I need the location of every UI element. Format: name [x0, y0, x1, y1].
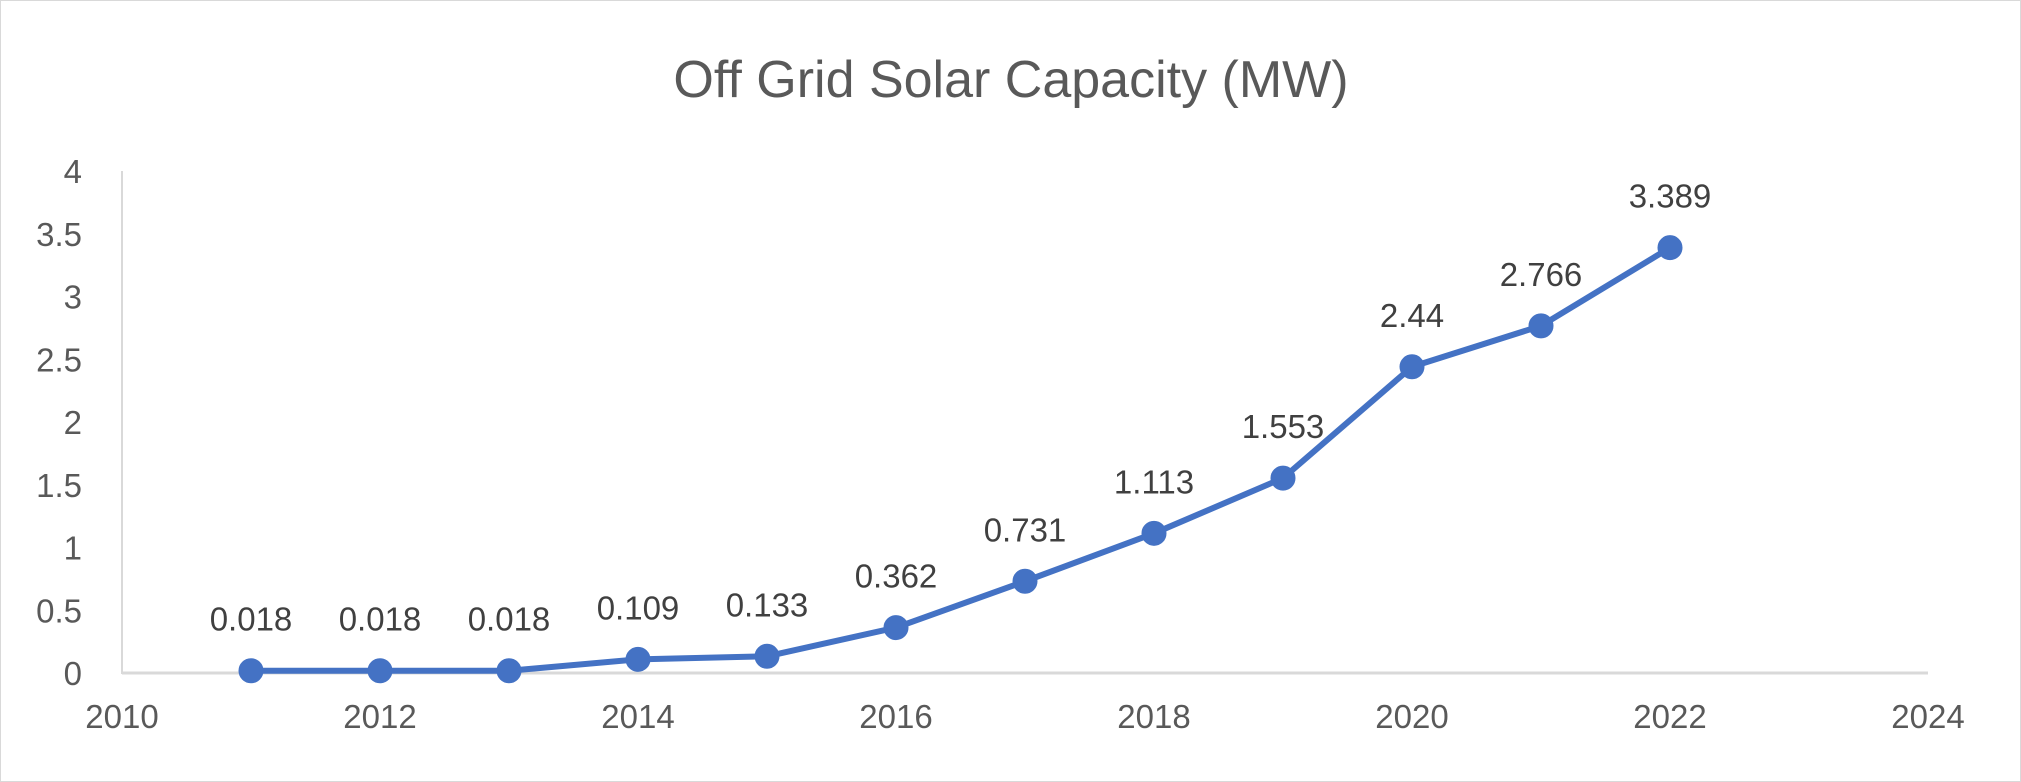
x-tick-label: 2022: [1633, 698, 1706, 735]
data-point: [1141, 520, 1167, 546]
data-point: [367, 658, 393, 684]
data-label: 0.018: [468, 601, 551, 638]
y-tick-label: 0: [64, 655, 82, 692]
data-label: 0.731: [984, 511, 1067, 548]
x-tick-labels: 2010 2012 2014 2016 2018 2020 2022 2024: [85, 698, 1964, 735]
y-tick-label: 3.5: [36, 216, 82, 253]
data-label: 0.109: [597, 589, 680, 626]
x-tick-label: 2018: [1117, 698, 1190, 735]
y-tick-label: 2.5: [36, 341, 82, 378]
data-label: 0.018: [339, 601, 422, 638]
y-tick-label: 1.5: [36, 467, 82, 504]
data-point: [1528, 313, 1554, 339]
data-label: 2.44: [1380, 297, 1444, 334]
series-line: [248, 244, 1673, 674]
data-point: [496, 658, 522, 684]
data-label: 3.389: [1629, 178, 1712, 215]
data-label: 2.766: [1500, 256, 1583, 293]
x-tick-label: 2020: [1375, 698, 1448, 735]
data-point: [1399, 354, 1425, 380]
data-label: 1.113: [1114, 463, 1194, 500]
y-tick-label: 0.5: [36, 592, 82, 629]
data-point: [1657, 235, 1683, 261]
x-tick-label: 2024: [1891, 698, 1964, 735]
y-tick-label: 3: [64, 279, 82, 316]
series-line-group: [248, 244, 1673, 674]
data-points: [238, 235, 1683, 684]
y-tick-label: 1: [64, 530, 82, 567]
y-tick-label: 2: [64, 404, 82, 441]
data-point: [1012, 568, 1038, 594]
data-point: [1270, 465, 1296, 491]
data-label: 0.362: [855, 558, 938, 595]
data-label: 1.553: [1242, 408, 1325, 445]
x-tick-label: 2010: [85, 698, 158, 735]
chart-title: Off Grid Solar Capacity (MW): [673, 51, 1348, 109]
x-tick-label: 2014: [601, 698, 674, 735]
data-point: [754, 643, 780, 669]
data-label: 0.133: [726, 586, 809, 623]
x-tick-label: 2012: [343, 698, 416, 735]
data-labels: 0.018 0.018 0.018 0.109 0.133 0.362 0.731 1.113…: [210, 178, 1712, 638]
data-point: [883, 615, 909, 641]
y-tick-label: 4: [64, 153, 82, 190]
y-tick-labels: 0 0.5 1 1.5 2 2.5 3 3.5 4: [36, 153, 82, 692]
x-tick-label: 2016: [859, 698, 932, 735]
data-point: [625, 646, 651, 672]
data-point: [238, 658, 264, 684]
data-label: 0.018: [210, 601, 293, 638]
